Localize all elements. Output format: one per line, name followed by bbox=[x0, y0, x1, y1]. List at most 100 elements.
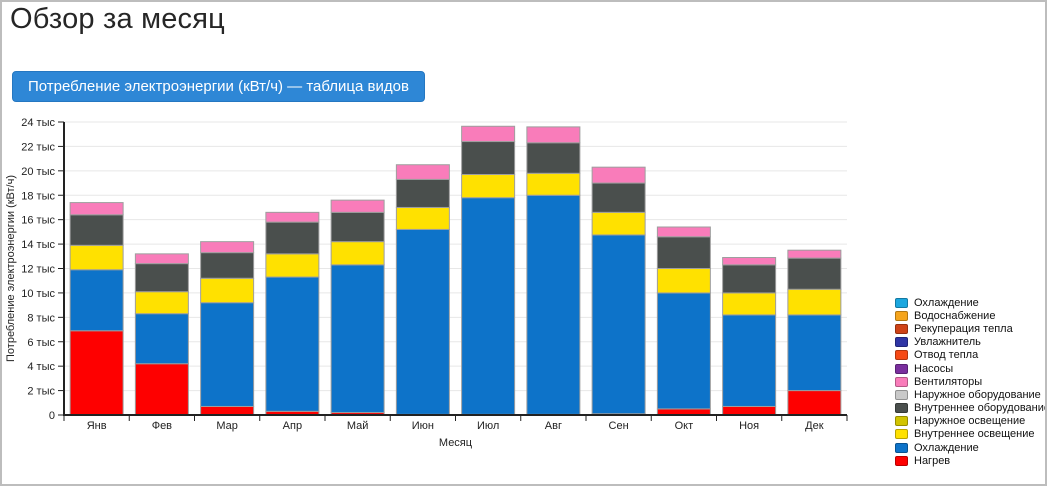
chart-legend: Охлаждение Водоснабжение Рекуперация тепла… bbox=[895, 296, 1047, 467]
bar-segment-Июн bbox=[395, 206, 450, 230]
legend-swatch-icon bbox=[895, 389, 908, 400]
bar-segment-Дек bbox=[787, 257, 842, 290]
x-tick-label: Окт bbox=[675, 420, 694, 432]
legend-item: Охлаждение bbox=[895, 296, 1045, 309]
bar-segment-Ноя bbox=[722, 405, 777, 416]
y-tick-label: 22 тыс bbox=[21, 141, 55, 153]
legend-item: Наружное оборудование bbox=[895, 388, 1045, 401]
bar-segment-Июн bbox=[395, 178, 450, 208]
bar-segment-Янв bbox=[69, 269, 124, 332]
bar-segment-Май bbox=[330, 264, 385, 414]
legend-item: Наружное освещение bbox=[895, 415, 1045, 428]
legend-swatch-icon bbox=[895, 429, 908, 440]
bar-segment-Апр bbox=[265, 221, 320, 255]
bar-segment-Фев bbox=[134, 313, 189, 365]
bar-segment-Ноя bbox=[722, 257, 777, 266]
bar-segment-Фев bbox=[134, 291, 189, 315]
bar-segment-Июн bbox=[395, 164, 450, 180]
bar-segment-Май bbox=[330, 211, 385, 243]
bar-segment-Мар bbox=[200, 277, 255, 304]
x-tick-label: Июл bbox=[477, 420, 499, 432]
bar-segment-Май bbox=[330, 199, 385, 213]
bar-segment-Ноя bbox=[722, 292, 777, 316]
bar-segment-Мар bbox=[200, 241, 255, 254]
bar-segment-Авг bbox=[526, 172, 581, 196]
y-tick-label: 0 bbox=[49, 410, 55, 422]
x-tick-label: Ноя bbox=[739, 420, 759, 432]
bar-segment-Фев bbox=[134, 253, 189, 265]
y-tick-label: 8 тыс bbox=[27, 312, 55, 324]
legend-label: Наружное оборудование bbox=[914, 388, 1041, 401]
legend-swatch-icon bbox=[895, 403, 908, 414]
legend-label: Внутреннее оборудование bbox=[914, 402, 1047, 415]
legend-label: Нагрев bbox=[914, 454, 951, 467]
y-tick-label: 12 тыс bbox=[21, 264, 55, 276]
x-tick-label: Фев bbox=[152, 420, 172, 432]
bar-segment-Янв bbox=[69, 202, 124, 216]
legend-swatch-icon bbox=[895, 455, 908, 466]
page-title: Обзор за месяц bbox=[10, 3, 225, 35]
legend-item: Внутреннее освещение bbox=[895, 428, 1045, 441]
legend-label: Наружное освещение bbox=[914, 415, 1026, 428]
bar-segment-Мар bbox=[200, 252, 255, 279]
consumption-table-button[interactable]: Потребление электроэнергии (кВт/ч) — таб… bbox=[12, 71, 425, 102]
bar-segment-Янв bbox=[69, 330, 124, 416]
y-tick-label: 2 тыс bbox=[27, 386, 55, 398]
bar-segment-Авг bbox=[526, 126, 581, 144]
bar-segment-Окт bbox=[656, 292, 711, 410]
bar-segment-Мар bbox=[200, 302, 255, 407]
legend-swatch-icon bbox=[895, 363, 908, 374]
legend-item: Увлажнитель bbox=[895, 336, 1045, 349]
bar-segment-Сен bbox=[591, 234, 646, 415]
bar-segment-Янв bbox=[69, 244, 124, 271]
y-tick-label: 24 тыс bbox=[21, 117, 55, 129]
legend-label: Водоснабжение bbox=[914, 309, 996, 322]
bar-segment-Ноя bbox=[722, 314, 777, 407]
bar-segment-Фев bbox=[134, 363, 189, 416]
y-tick-label: 14 тыс bbox=[21, 239, 55, 251]
legend-swatch-icon bbox=[895, 297, 908, 308]
legend-label: Увлажнитель bbox=[914, 336, 981, 349]
bar-segment-Апр bbox=[265, 253, 320, 278]
legend-label: Внутреннее освещение bbox=[914, 428, 1035, 441]
legend-label: Отвод тепла bbox=[914, 349, 979, 362]
y-tick-label: 6 тыс bbox=[27, 337, 55, 349]
legend-swatch-icon bbox=[895, 310, 908, 321]
bar-segment-Янв bbox=[69, 214, 124, 246]
x-tick-label: Сен bbox=[609, 420, 629, 432]
legend-item: Внутреннее оборудование bbox=[895, 402, 1047, 415]
bar-segment-Июл bbox=[461, 197, 516, 415]
bar-segment-Дек bbox=[787, 314, 842, 392]
y-tick-label: 10 тыс bbox=[21, 288, 55, 300]
legend-swatch-icon bbox=[895, 337, 908, 348]
bar-segment-Дек bbox=[787, 249, 842, 259]
x-tick-label: Апр bbox=[283, 420, 302, 432]
bar-segment-Окт bbox=[656, 226, 711, 238]
x-tick-label: Янв bbox=[87, 420, 107, 432]
bar-segment-Окт bbox=[656, 236, 711, 269]
bar-segment-Июн bbox=[395, 228, 450, 415]
monthly-consumption-chart: Янв Фев Мар Апр Май Июн Июл Авг Сен Окт Ноя Дек 0 2 т… bbox=[5, 117, 848, 449]
legend-swatch-icon bbox=[895, 323, 908, 334]
bar-segment-Июл bbox=[461, 125, 516, 143]
x-tick-label: Дек bbox=[805, 420, 824, 432]
legend-item: Отвод тепла bbox=[895, 349, 1045, 362]
x-tick-label: Авг bbox=[545, 420, 562, 432]
y-tick-label: 20 тыс bbox=[21, 166, 55, 178]
bar-segment-Окт bbox=[656, 268, 711, 294]
legend-swatch-icon bbox=[895, 416, 908, 427]
legend-swatch-icon bbox=[895, 350, 908, 361]
bar-segment-Дек bbox=[787, 390, 842, 416]
bar-segment-Июл bbox=[461, 173, 516, 199]
legend-swatch-icon bbox=[895, 442, 908, 453]
legend-item: Нагрев bbox=[895, 454, 1045, 467]
x-tick-label: Июн bbox=[412, 420, 434, 432]
legend-label: Охлаждение bbox=[914, 441, 979, 454]
legend-label: Вентиляторы bbox=[914, 375, 983, 388]
bar-segment-Авг bbox=[526, 142, 581, 174]
bar-segment-Авг bbox=[526, 194, 581, 415]
legend-item: Вентиляторы bbox=[895, 375, 1045, 388]
bar-segment-Мар bbox=[200, 405, 255, 416]
y-tick-label: 4 тыс bbox=[27, 361, 55, 373]
